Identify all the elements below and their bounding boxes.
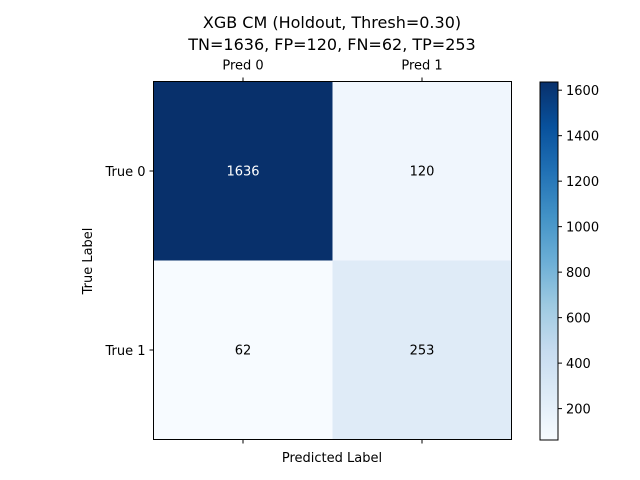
colorbar — [539, 81, 559, 441]
chart-title: XGB CM (Holdout, Thresh=0.30) — [203, 13, 461, 32]
colorbar-tick-label: 1200 — [566, 175, 599, 190]
colorbar-tick-label: 1000 — [566, 221, 599, 236]
cell-value-label: 1636 — [226, 165, 259, 180]
colorbar-tick-label: 600 — [566, 312, 591, 327]
colorbar-ticks: 200 400 600 800 1000 1200 1400 1600 — [558, 84, 599, 418]
y-tick-label: True 1 — [104, 344, 145, 359]
plot-frame — [153, 81, 512, 440]
colorbar-tick-label: 800 — [566, 266, 591, 281]
heatmap-cell-labels: 1636 120 62 253 — [226, 165, 434, 359]
y-axis-ticks: True 0 True 1 — [104, 165, 154, 359]
chart-subtitle: TN=1636, FP=120, FN=62, TP=253 — [187, 35, 475, 54]
heatmap-cell — [153, 260, 333, 440]
colorbar-tick-label: 1600 — [566, 84, 599, 99]
heatmap-cell — [332, 81, 512, 261]
x-axis-ticks: Pred 0 Pred 1 — [222, 59, 443, 444]
heatmap-cell — [153, 81, 333, 261]
cell-value-label: 253 — [410, 344, 435, 359]
x-axis-label: Predicted Label — [282, 451, 382, 466]
colorbar-tick-label: 200 — [566, 403, 591, 418]
heatmap-cell — [332, 260, 512, 440]
y-tick-label: True 0 — [104, 165, 145, 180]
colorbar-tick-label: 400 — [566, 357, 591, 372]
y-axis-label: True Label — [81, 228, 96, 296]
colorbar-tick-label: 1400 — [566, 130, 599, 145]
x-tick-label: Pred 0 — [222, 59, 263, 74]
heatmap-cells — [153, 81, 512, 440]
cell-value-label: 120 — [410, 165, 435, 180]
x-tick-label: Pred 1 — [401, 59, 442, 74]
cell-value-label: 62 — [235, 344, 252, 359]
